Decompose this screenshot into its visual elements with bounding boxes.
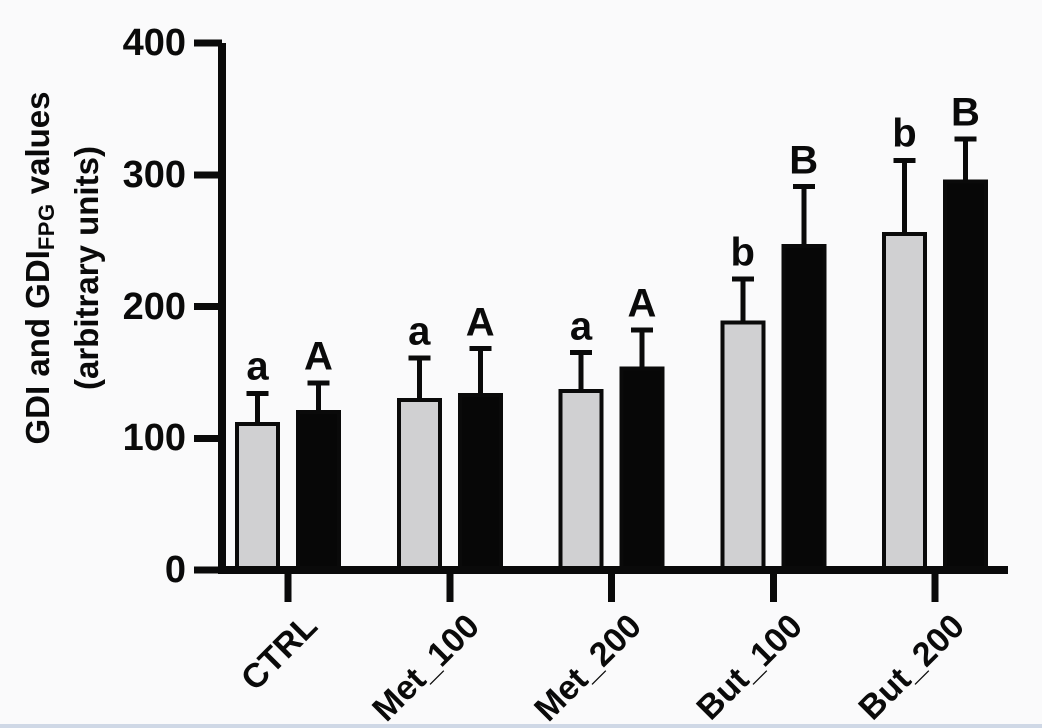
- sig-letter-CTRL-GDI_FPG: A: [304, 334, 333, 379]
- bar-Met_100-GDI_FPG: [457, 392, 503, 574]
- y-axis-title-tail: values: [19, 91, 56, 204]
- bar-But_100-GDI_FPG: [781, 243, 827, 575]
- y-tick-label-300: 300: [122, 153, 186, 196]
- y-axis-title-subscript: FPG: [33, 203, 59, 251]
- sig-letter-Met_100-GDI_FPG: A: [465, 300, 495, 345]
- y-axis-title-line1: GDI and GDIFPG values: [15, 92, 64, 445]
- y-tick-label-400: 400: [122, 22, 186, 64]
- bar-CTRL-GDI_FPG: [296, 409, 341, 574]
- bar-But_200-GDI_FPG: [943, 179, 988, 574]
- sig-letter-But_200-GDI_FPG: B: [951, 90, 980, 135]
- y-tick-label-100: 100: [122, 417, 186, 460]
- sig-letter-Met_200-GDI_FPG: A: [627, 281, 657, 326]
- sig-letter-But_200-GDI: b: [892, 111, 917, 156]
- sig-letter-But_100-GDI: b: [730, 230, 755, 275]
- bar-CTRL-GDI: [235, 421, 280, 574]
- bar-But_100-GDI: [720, 320, 766, 574]
- y-axis-title-line2: (arbitrary units): [68, 146, 105, 390]
- y-axis-title-main: GDI and GDI: [19, 250, 56, 445]
- bar-Met_200-GDI: [558, 388, 604, 574]
- sig-letter-CTRL-GDI: a: [246, 344, 269, 389]
- bar-But_200-GDI: [882, 232, 927, 574]
- y-axis-title: GDI and GDIFPG values (arbitrary units): [15, 92, 109, 445]
- bottom-edge: [0, 724, 1042, 728]
- bar-Met_100-GDI: [396, 398, 442, 575]
- sig-letter-Met_200-GDI: a: [569, 304, 593, 349]
- sig-letter-Met_100-GDI: a: [408, 309, 431, 354]
- sig-letter-But_100-GDI_FPG: B: [789, 138, 819, 183]
- bar-Met_200-GDI_FPG: [619, 366, 665, 574]
- y-tick-label-200: 200: [122, 285, 186, 328]
- y-tick-label-0: 0: [164, 549, 186, 591]
